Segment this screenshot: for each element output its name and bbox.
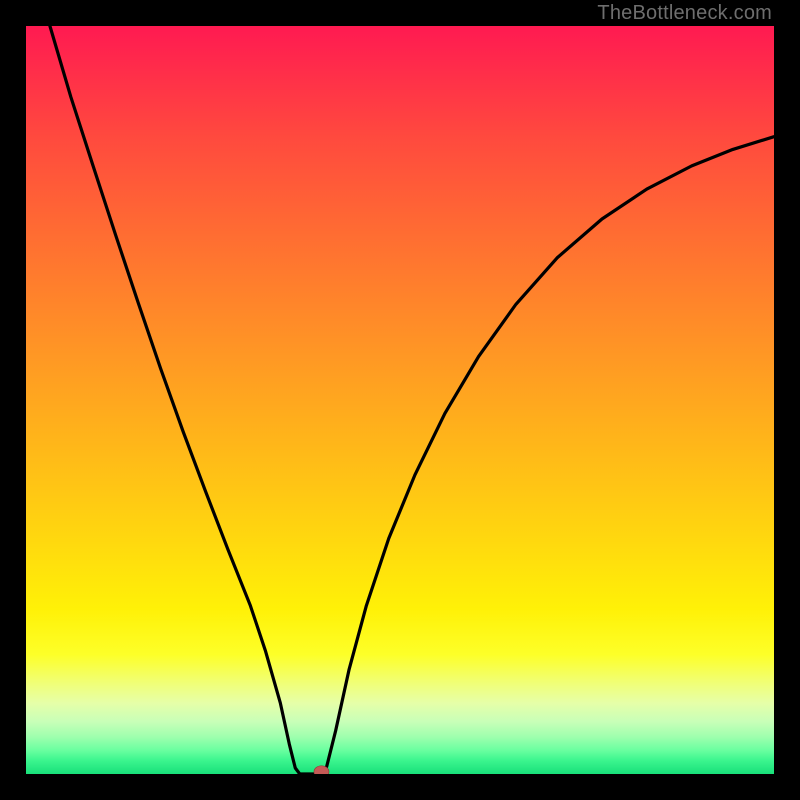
watermark-label: TheBottleneck.com	[597, 2, 772, 25]
bottleneck-chart	[26, 26, 774, 774]
chart-frame: TheBottleneck.com	[0, 0, 800, 800]
plot-area	[26, 26, 774, 774]
gradient-background	[26, 26, 774, 774]
